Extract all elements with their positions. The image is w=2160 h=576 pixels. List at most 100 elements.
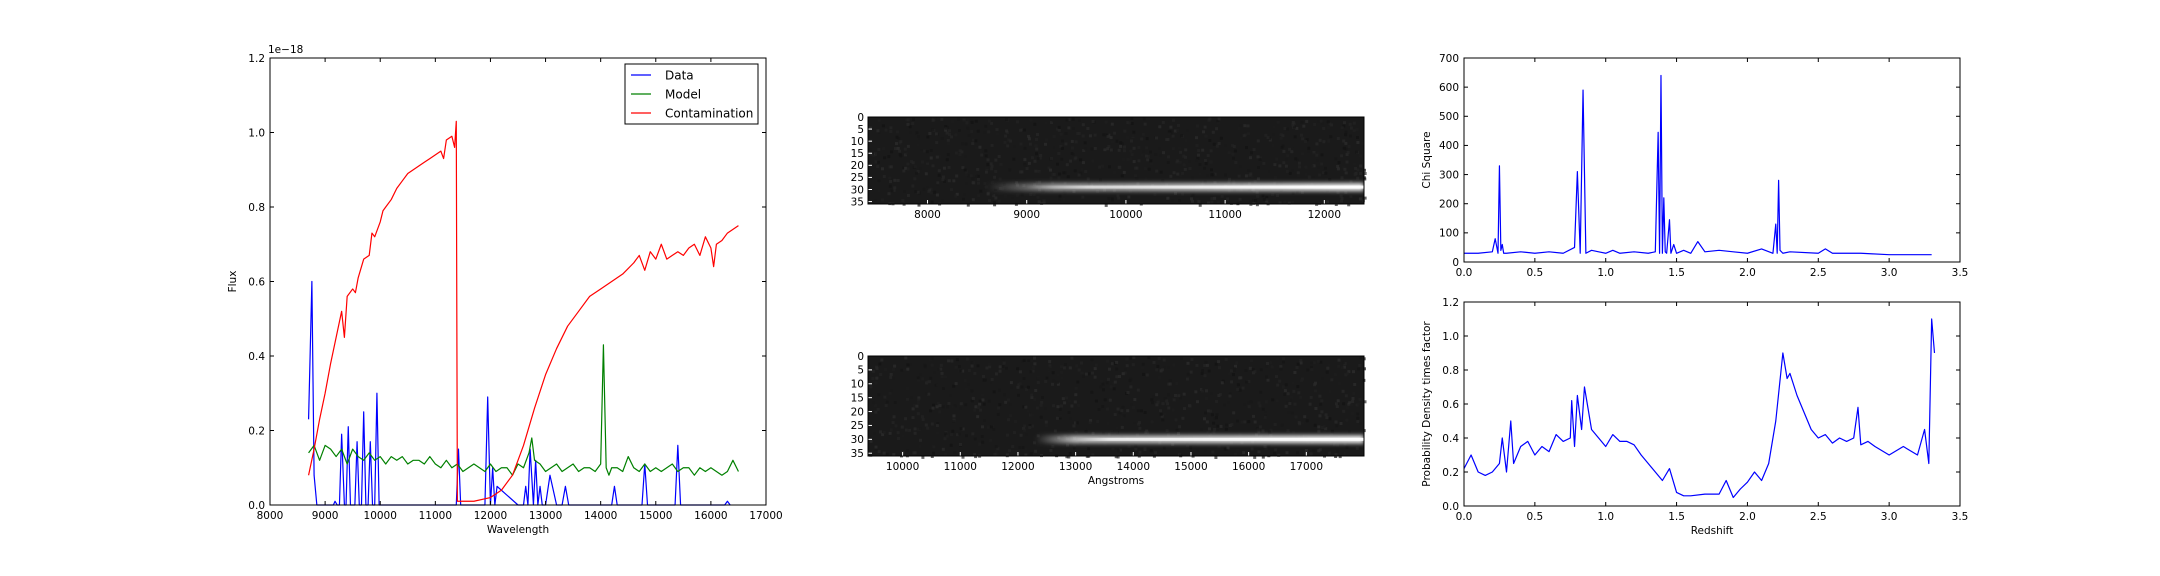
image-noise-pixel: [1108, 398, 1112, 402]
x-tick-label: 12000: [1001, 461, 1034, 473]
image-noise-pixel: [1154, 136, 1158, 140]
image-noise-pixel: [1288, 402, 1292, 406]
image-noise-pixel: [1158, 125, 1162, 129]
image-noise-pixel: [1265, 197, 1269, 201]
image-noise-pixel: [1297, 391, 1301, 395]
image-noise-pixel: [896, 179, 900, 182]
image-noise-pixel: [1345, 153, 1349, 156]
image-noise-pixel: [1176, 159, 1180, 163]
image-noise-pixel: [1056, 127, 1059, 131]
image-noise-pixel: [877, 393, 881, 397]
image-noise-pixel: [1005, 118, 1009, 122]
image-noise-pixel: [1050, 121, 1054, 125]
image-noise-pixel: [986, 158, 990, 162]
image-noise-pixel: [1328, 390, 1332, 393]
image-noise-pixel: [1361, 199, 1365, 203]
image-noise-pixel: [1303, 415, 1307, 419]
image-noise-pixel: [1132, 130, 1136, 134]
image-noise-pixel: [1135, 177, 1139, 180]
image-noise-pixel: [967, 134, 971, 137]
image-noise-pixel: [1038, 156, 1042, 160]
image-noise-pixel: [1089, 419, 1093, 423]
image-noise-pixel: [1034, 449, 1038, 453]
image-noise-pixel: [915, 165, 919, 169]
image-noise-pixel: [984, 124, 988, 128]
image-noise-pixel: [910, 160, 913, 164]
image-noise-pixel: [1033, 362, 1037, 366]
image-noise-pixel: [1165, 138, 1169, 142]
image-noise-pixel: [1243, 124, 1247, 128]
image-noise-pixel: [1090, 390, 1094, 394]
image-noise-pixel: [1285, 451, 1289, 455]
image-noise-pixel: [1318, 138, 1322, 142]
image-noise-pixel: [1325, 142, 1329, 146]
image-noise-pixel: [1006, 131, 1010, 135]
image-noise-pixel: [964, 142, 968, 146]
y-tick-label: 35: [851, 196, 864, 208]
image-noise-pixel: [1147, 167, 1151, 171]
image-noise-pixel: [1195, 144, 1199, 148]
image-noise-pixel: [977, 194, 981, 198]
image-noise-pixel: [943, 437, 947, 441]
image-noise-pixel: [1300, 120, 1304, 124]
image-noise-pixel: [1263, 410, 1267, 414]
image-noise-pixel: [921, 160, 925, 164]
image-noise-pixel: [1124, 367, 1128, 371]
image-noise-pixel: [1186, 372, 1190, 376]
image-noise-pixel: [1319, 151, 1323, 155]
image-noise-pixel: [951, 119, 955, 123]
axes-frame: [1463, 57, 1961, 263]
image-noise-pixel: [1077, 403, 1081, 407]
image-noise-pixel: [1343, 121, 1346, 125]
image-noise-pixel: [892, 453, 896, 457]
image-noise-pixel: [1243, 420, 1247, 424]
y-tick-label: 0.4: [1442, 433, 1459, 445]
image-noise-pixel: [876, 129, 880, 133]
image-noise-pixel: [1011, 445, 1015, 449]
image-noise-pixel: [973, 371, 977, 375]
image-noise-pixel: [1116, 455, 1120, 459]
image-noise-pixel: [1328, 178, 1332, 182]
image-noise-pixel: [1200, 387, 1203, 391]
image-noise-pixel: [1301, 152, 1304, 156]
image-noise-pixel: [1169, 174, 1173, 178]
y-tick-label: 10: [851, 379, 864, 391]
image-noise-pixel: [904, 417, 908, 421]
image-noise-pixel: [1081, 374, 1085, 378]
image-noise-pixel: [989, 162, 993, 166]
image-noise-pixel: [1239, 165, 1243, 169]
image-noise-pixel: [990, 192, 994, 196]
image-noise-pixel: [1100, 379, 1104, 383]
image-noise-pixel: [884, 367, 887, 371]
image-noise-pixel: [1256, 177, 1260, 181]
image-noise-pixel: [1057, 152, 1061, 156]
image-noise-pixel: [1249, 199, 1253, 203]
image-noise-pixel: [1115, 426, 1119, 430]
image-noise-pixel: [1074, 156, 1078, 160]
image-noise-pixel: [1070, 356, 1074, 360]
image-noise-pixel: [913, 431, 917, 435]
image-noise-pixel: [902, 443, 906, 447]
image-noise-pixel: [1353, 383, 1357, 386]
image-noise-pixel: [1360, 141, 1364, 145]
image-noise-pixel: [1339, 422, 1343, 425]
image-noise-pixel: [1320, 410, 1324, 414]
image-noise-pixel: [1197, 153, 1200, 157]
image-noise-pixel: [1177, 432, 1180, 435]
y-tick-label: 500: [1439, 111, 1459, 123]
image-noise-pixel: [1314, 389, 1317, 393]
image-noise-pixel: [967, 369, 971, 372]
image-noise-pixel: [1353, 173, 1357, 177]
image-noise-pixel: [1190, 358, 1194, 362]
image-noise-pixel: [1286, 154, 1290, 158]
image-noise-pixel: [946, 138, 950, 142]
image-noise-pixel: [1234, 161, 1238, 165]
image-noise-pixel: [900, 425, 904, 429]
image-noise-pixel: [1167, 130, 1171, 134]
image-noise-pixel: [940, 199, 944, 203]
image-noise-pixel: [1213, 196, 1217, 200]
image-noise-pixel: [1239, 137, 1243, 140]
image-noise-pixel: [1048, 363, 1052, 367]
image-noise-pixel: [1284, 164, 1288, 168]
image-noise-pixel: [1064, 132, 1068, 135]
